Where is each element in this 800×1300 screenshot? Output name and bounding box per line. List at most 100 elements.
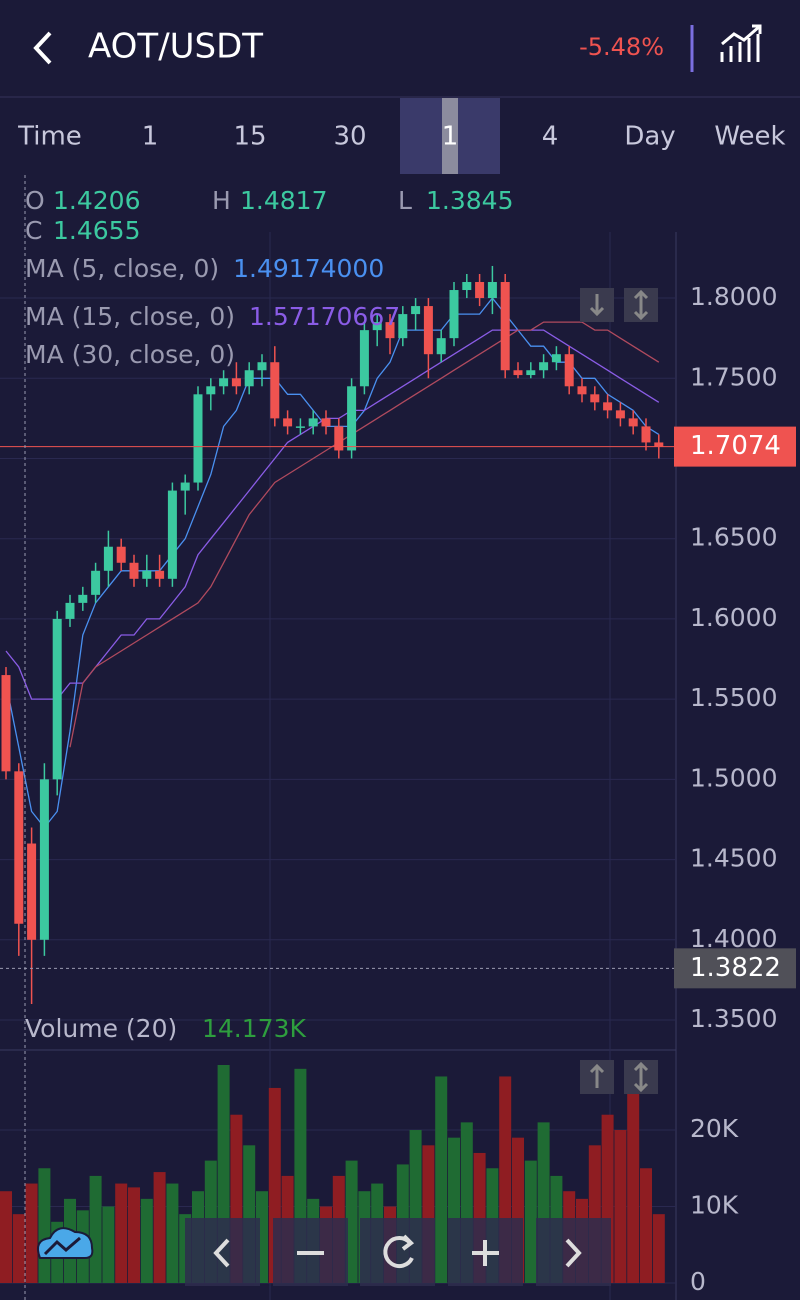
candle-body: [1, 675, 11, 772]
candle-body: [398, 314, 408, 339]
volume-bar: [524, 1160, 537, 1284]
candle-body: [231, 378, 241, 387]
candle-body: [142, 570, 152, 579]
crosshair-price-label: 1.3822: [690, 953, 781, 983]
chart-icon[interactable]: [720, 24, 762, 62]
cloud-icon[interactable]: [37, 1227, 94, 1259]
candle-body: [539, 362, 549, 371]
candle-body: [347, 386, 357, 451]
volume-bar: [128, 1187, 140, 1284]
candle-body: [295, 426, 305, 428]
pane-button-icons: [589, 289, 649, 1093]
volume-bar: [140, 1198, 153, 1284]
volume-tick-label: 20K: [690, 1114, 739, 1143]
ohlc-value: 1.4206: [53, 186, 140, 215]
volume-bar: [627, 1068, 640, 1284]
volume-bar: [38, 1168, 51, 1284]
candle-body: [180, 482, 190, 491]
candle-body: [206, 386, 216, 395]
y-tick-label: 1.7500: [690, 362, 777, 391]
volume-bar: [115, 1183, 128, 1284]
candle-body: [39, 779, 49, 940]
candle-body: [14, 771, 24, 924]
timeframe-tab[interactable]: Week: [714, 122, 785, 152]
ohlc-label: O: [25, 186, 45, 215]
ohlc-value: 1.3845: [426, 186, 513, 215]
candle-body: [334, 426, 344, 451]
scroll-right-button[interactable]: [536, 1218, 611, 1286]
ma-legend-name: MA (5, close, 0): [25, 254, 219, 283]
ohlc-label: C: [25, 216, 42, 245]
crosshair-price-box: [674, 948, 796, 989]
y-tick-label: 1.4000: [690, 924, 777, 953]
candle-body: [65, 602, 75, 619]
candle-body: [116, 546, 126, 563]
reset-button[interactable]: [360, 1218, 435, 1286]
candle-body: [78, 594, 88, 603]
candle-body: [219, 378, 229, 387]
volume-value: 14.173K: [202, 1014, 306, 1043]
candle-body: [283, 418, 293, 427]
timeframe-tab[interactable]: 4: [542, 122, 559, 152]
volume-bar: [25, 1183, 38, 1284]
volume-bar: [652, 1214, 665, 1284]
ohlc-label: H: [212, 186, 231, 215]
ohlc-value: 1.4817: [240, 186, 327, 215]
ma-line: [5, 297, 660, 829]
back-button[interactable]: [33, 31, 52, 65]
candle-body: [590, 394, 600, 403]
candle-body: [257, 362, 267, 371]
candle-body: [103, 546, 113, 571]
price-change: -5.48%: [579, 33, 664, 61]
timeframe-tab[interactable]: 1: [442, 122, 459, 152]
candle-body: [551, 354, 561, 363]
y-tick-label: 1.4500: [690, 844, 777, 873]
candle-body: [436, 338, 446, 355]
ma-legend-value: 1.49174000: [233, 254, 384, 283]
candle-body: [244, 370, 254, 387]
candle-body: [564, 354, 574, 387]
candle-body: [270, 362, 280, 419]
volume-bar: [640, 1168, 652, 1284]
y-tick-label: 1.3500: [690, 1004, 777, 1033]
candle-body: [423, 306, 433, 355]
timeframe-tab[interactable]: Time: [17, 122, 82, 152]
candle-body: [500, 282, 510, 371]
candle-body: [641, 426, 651, 443]
y-tick-label: 1.8000: [690, 282, 777, 311]
volume-bar: [435, 1076, 448, 1284]
candle-body: [462, 282, 472, 291]
volume-bar: [89, 1175, 102, 1284]
candle-body: [513, 370, 523, 376]
y-tick-label: 1.5500: [690, 683, 777, 712]
cloud-icon-line: [43, 1236, 81, 1256]
candle-body: [359, 330, 369, 387]
candle-body: [577, 386, 587, 395]
candle-body: [615, 410, 625, 419]
volume-title: Volume (20): [25, 1014, 177, 1043]
candle-body: [449, 290, 459, 339]
timeframe-tab[interactable]: 15: [233, 122, 266, 152]
timeframe-tab[interactable]: 30: [333, 122, 366, 152]
candle-body: [52, 618, 62, 780]
candle-body: [526, 370, 536, 376]
candle-body: [193, 394, 203, 483]
candle-body: [129, 562, 139, 579]
timeframe-tab[interactable]: 1: [142, 122, 159, 152]
candle-body: [91, 570, 101, 595]
bottom-controls: [37, 1218, 611, 1286]
candle-body: [372, 322, 382, 331]
last-price-box: [674, 426, 796, 467]
timeframe-tab[interactable]: Day: [624, 122, 675, 152]
scroll-left-button[interactable]: [185, 1218, 260, 1286]
candle-body: [654, 442, 664, 447]
volume-bar: [166, 1183, 179, 1284]
pair-title: AOT/USDT: [88, 27, 263, 67]
candle-body: [27, 843, 37, 940]
y-tick-label: 1.6500: [690, 523, 777, 552]
ma-legend-name: MA (15, close, 0): [25, 302, 235, 331]
active-tab-indicator: [442, 98, 458, 174]
